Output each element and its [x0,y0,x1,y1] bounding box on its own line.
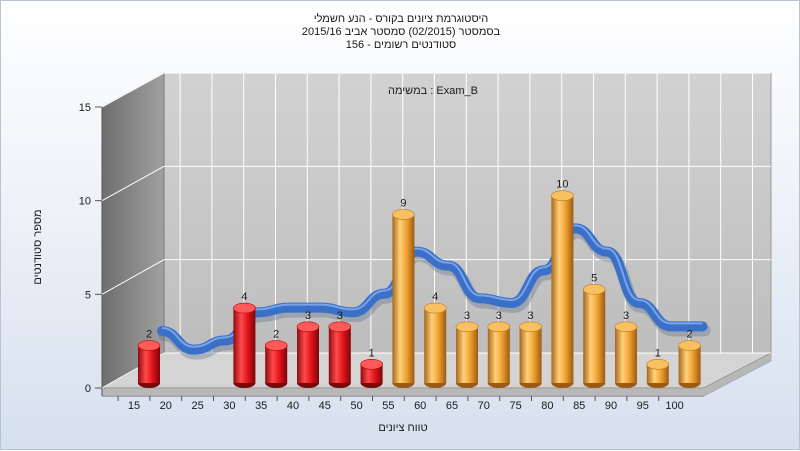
bar-top [614,321,638,333]
bar-body [519,326,542,383]
bar-value-label: 5 [591,272,597,284]
chart-title-line-2: בסמסטר (02/2015) סמסטר אביב 2015/16 [301,26,501,38]
bar-top [519,321,542,333]
bar-body [233,308,256,383]
bar-value-label: 1 [655,347,661,359]
x-tick-label: 45 [319,400,331,412]
y-tick-label: 0 [85,383,91,395]
bar-top [264,340,288,351]
x-tick-label: 25 [191,400,203,412]
x-axis-ticks: 15 20 25 30 35 40 45 50 55 60 65 70 75 80 85 90 95 100 [117,396,684,412]
annotation-label: במשימה : Exam_B [388,85,478,97]
bar-body [297,326,319,383]
x-tick-label: 50 [350,400,362,412]
grid-lines [101,72,771,389]
bar-body [551,195,574,383]
x-tick-label: 90 [605,400,617,412]
side-wall [101,72,165,389]
bar-value-label: 3 [496,310,502,322]
bar-body [583,289,606,383]
x-tick-label: 20 [160,400,172,412]
bar-top [582,284,606,295]
bar-top [296,321,320,333]
bar-body [392,214,415,383]
bar-value-label: 4 [432,291,438,303]
bar-value-label: 4 [241,291,247,303]
x-tick-label: 85 [573,400,585,412]
y-tick-label: 10 [79,196,91,208]
x-tick-label: 55 [382,400,394,412]
bar-value-label: 10 [556,179,568,191]
x-tick-label: 40 [287,400,299,412]
bar-top [328,321,352,333]
bar-body [678,345,701,383]
trend-curve-highlight [161,224,703,348]
bar-top [233,302,256,314]
y-tick-label: 5 [85,289,91,301]
bar-body [487,326,510,383]
bar-top [392,209,415,220]
bar-top [551,190,574,201]
bar-body [646,364,669,383]
x-tick-label: 35 [255,400,267,412]
x-tick-label: 100 [665,400,683,412]
bar-top [646,358,670,370]
gridline-side [101,259,165,295]
y-axis-title: מספר סטודנטים [32,209,44,284]
x-tick-label: 30 [223,400,235,412]
bar-body [456,326,478,383]
x-tick-label: 70 [478,400,490,412]
x-axis-title: טווח ציונים [378,422,427,434]
x-tick-label: 60 [414,400,426,412]
bar-top [455,321,479,333]
bar-body [424,308,447,383]
bar-body [328,326,351,383]
x-tick-label: 80 [541,400,553,412]
x-tick-label: 75 [509,400,521,412]
bar-body [360,364,383,383]
y-axis-ticks: 0 5 10 15 [79,102,102,395]
bar-value-label: 2 [146,329,152,341]
bar-value-label: 3 [623,310,629,322]
bar-value-label: 2 [687,329,693,341]
trend-curve-ribbon [157,223,708,355]
bars: 2 4 2 3 3 1 9 4 3 3 3 10 5 3 1 2 [137,179,701,388]
bar-value-label: 9 [400,197,406,209]
bar-value-label: 3 [528,310,534,322]
bar-top [423,302,447,314]
gridline-side [101,165,165,202]
bar-top [678,340,701,351]
x-tick-label: 95 [637,400,649,412]
bar-value-label: 1 [369,347,375,359]
bar-value-label: 2 [273,329,279,341]
bar-top [360,358,383,370]
bar-body [138,345,160,383]
bar-value-label: 3 [464,310,470,322]
x-tick-label: 15 [128,400,140,412]
bar-value-label: 3 [305,310,311,322]
bar-top [487,321,511,333]
gridline-side [101,72,165,108]
bar-value-label: 3 [337,310,343,322]
chart-title-line-3: 156 - סטודנטים רשומים [345,39,457,51]
trend-curve [157,223,711,360]
bar-body [615,326,637,383]
bar-top [137,340,161,351]
x-tick-label: 65 [446,400,458,412]
chart-title-line-1: היסטוגרמת ציונים בקורס - הנע חשמלי [313,13,489,25]
bar-body [265,345,288,383]
y-tick-label: 15 [79,102,91,114]
